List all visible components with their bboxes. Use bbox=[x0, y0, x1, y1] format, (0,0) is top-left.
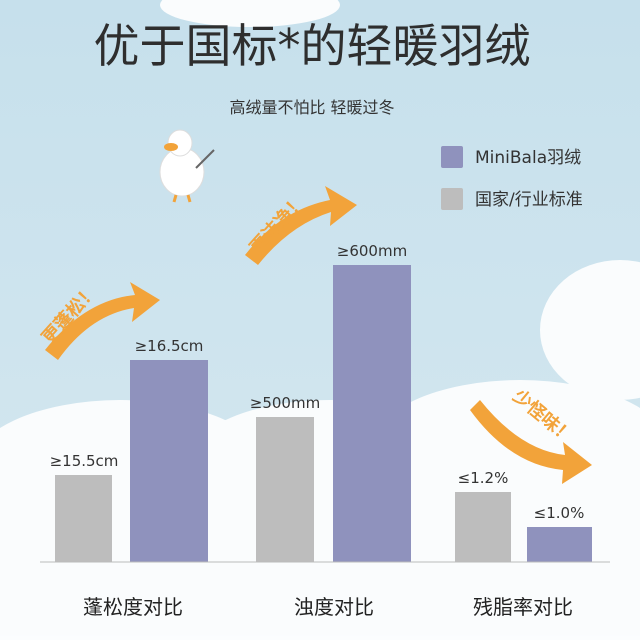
legend-label: MiniBala羽绒 bbox=[475, 148, 581, 168]
bar bbox=[55, 475, 112, 562]
value-label: ≤1.2% bbox=[458, 469, 509, 487]
bar bbox=[256, 417, 314, 562]
duck-mascot bbox=[159, 129, 215, 203]
subtitle: 高绒量不怕比 轻暖过冬 bbox=[229, 98, 394, 117]
bar bbox=[527, 527, 592, 562]
category-label: 蓬松度对比 bbox=[83, 595, 183, 619]
value-label: ≤1.0% bbox=[534, 504, 585, 522]
category-label: 残脂率对比 bbox=[473, 595, 573, 619]
value-label: ≥500mm bbox=[250, 394, 320, 412]
category-label: 浊度对比 bbox=[294, 595, 374, 619]
legend-swatch bbox=[441, 146, 463, 168]
legend-label: 国家/行业标准 bbox=[475, 190, 583, 210]
value-label: ≥600mm bbox=[337, 242, 407, 260]
arrows bbox=[45, 186, 592, 484]
bar bbox=[130, 360, 208, 562]
bar bbox=[333, 265, 411, 562]
value-label: ≥16.5cm bbox=[135, 337, 204, 355]
title: 优于国标*的轻暖羽绒 bbox=[94, 19, 531, 73]
bar bbox=[455, 492, 511, 562]
value-label: ≥15.5cm bbox=[50, 452, 119, 470]
legend-swatch bbox=[441, 188, 463, 210]
